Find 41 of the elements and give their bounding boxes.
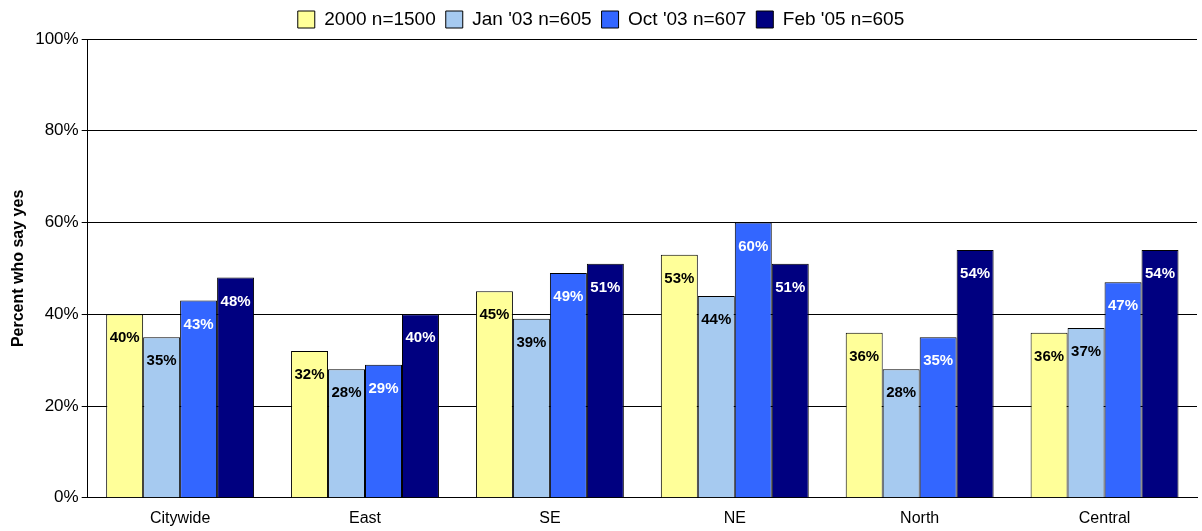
data-label: 51% — [590, 277, 621, 295]
data-label: 45% — [479, 305, 510, 323]
data-label: 35% — [923, 351, 954, 369]
legend-label: Feb '05 n=605 — [782, 7, 905, 29]
data-label: 53% — [664, 268, 695, 286]
legend-label: Jan '03 n=605 — [472, 7, 592, 29]
data-label: 29% — [368, 378, 399, 396]
data-label: 51% — [775, 277, 806, 295]
data-label: 40% — [109, 328, 140, 346]
x-tick-label: Central — [1078, 508, 1131, 526]
y-tick-label: 100% — [35, 28, 79, 48]
data-label: 36% — [1034, 346, 1065, 364]
data-label: 54% — [960, 264, 991, 282]
y-tick-label: 20% — [44, 395, 79, 415]
legend-label: Oct '03 n=607 — [628, 7, 747, 29]
data-label: 43% — [183, 314, 214, 332]
data-label: 35% — [146, 351, 177, 369]
data-label: 60% — [738, 236, 769, 254]
x-tick-label: NE — [723, 508, 746, 526]
data-label: 49% — [553, 287, 584, 305]
x-tick-label: North — [900, 508, 940, 526]
data-label: 39% — [516, 333, 547, 351]
x-tick-label: SE — [539, 508, 561, 526]
data-label: 44% — [701, 310, 732, 328]
y-axis-title: Percent who say yes — [9, 189, 27, 348]
data-label: 47% — [1108, 296, 1139, 314]
data-label: 32% — [294, 365, 325, 383]
data-label: 28% — [331, 383, 362, 401]
data-label: 48% — [220, 291, 251, 309]
x-tick-label: East — [349, 508, 382, 526]
data-label: 54% — [1145, 264, 1176, 282]
data-label: 28% — [886, 383, 917, 401]
legend-label: 2000 n=1500 — [324, 7, 436, 29]
data-label: 40% — [405, 328, 436, 346]
data-label: 37% — [1071, 342, 1102, 360]
y-tick-label: 40% — [44, 303, 79, 323]
data-label: 36% — [849, 346, 880, 364]
y-tick-label: 80% — [44, 120, 79, 140]
x-tick-label: Citywide — [149, 508, 211, 526]
y-tick-label: 60% — [44, 212, 79, 232]
y-tick-label: 0% — [54, 487, 79, 507]
